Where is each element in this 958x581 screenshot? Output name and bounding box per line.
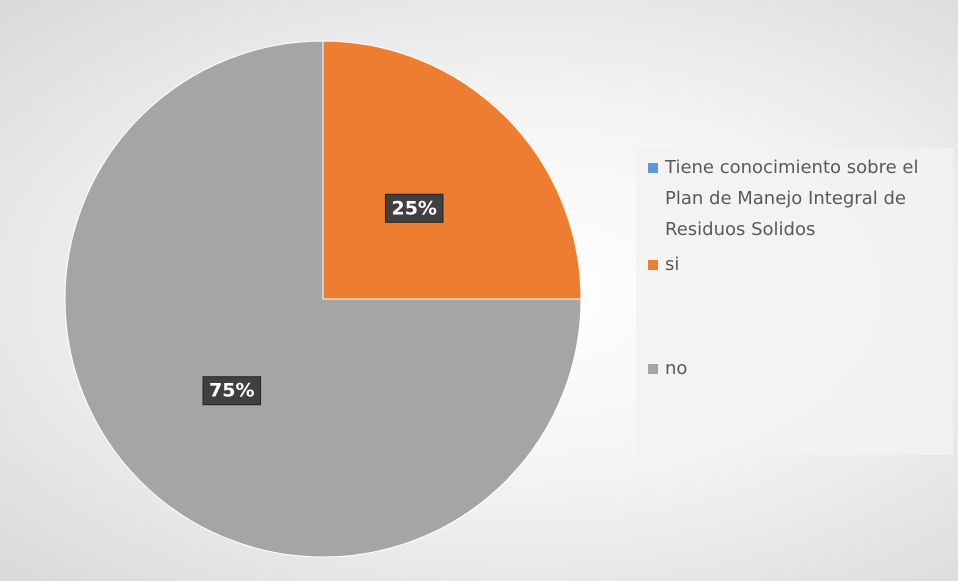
data-label-box	[384, 193, 444, 223]
legend-label: Tiene conocimiento sobre el Plan de Mane…	[665, 157, 919, 240]
data-label-text: 25%	[391, 197, 436, 219]
legend-label: no	[665, 358, 688, 379]
legend-entry: Tiene conocimiento sobre el Plan de Mane…	[648, 152, 945, 245]
data-label: 75%	[202, 376, 262, 406]
legend-swatch	[648, 163, 658, 173]
legend-entry: no	[648, 353, 945, 384]
slice	[322, 40, 582, 300]
legend-entry: si	[648, 249, 945, 280]
data-label-text: 75%	[209, 380, 254, 402]
legend-swatch	[648, 364, 658, 374]
legend: Tiene conocimiento sobre el Plan de Mane…	[636, 148, 953, 455]
legend-label: si	[665, 254, 680, 275]
slice	[64, 40, 582, 558]
data-label-box	[202, 376, 262, 406]
data-label: 25%	[384, 193, 444, 223]
legend-swatch	[648, 260, 658, 270]
